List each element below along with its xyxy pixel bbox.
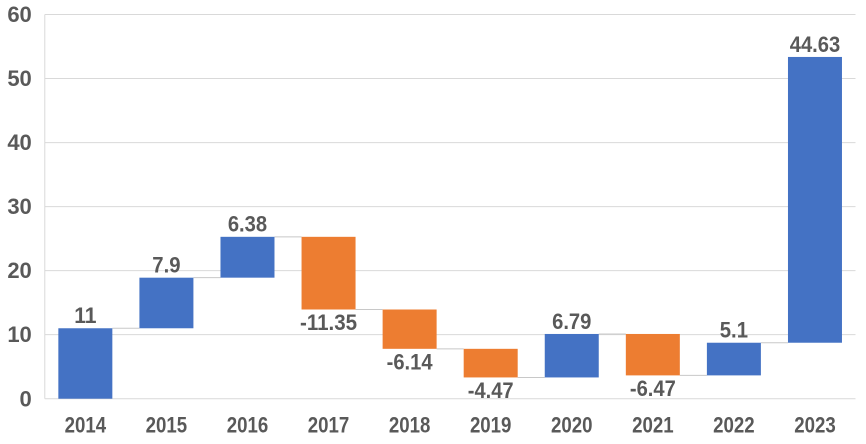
svg-text:44.63: 44.63 [790,32,841,57]
svg-text:2015: 2015 [146,412,188,437]
svg-text:-4.47: -4.47 [468,378,514,403]
svg-text:-6.14: -6.14 [387,350,434,375]
svg-text:2023: 2023 [794,412,836,437]
svg-text:5.1: 5.1 [720,318,748,343]
svg-text:6.38: 6.38 [228,212,267,237]
svg-text:2018: 2018 [389,412,431,437]
svg-text:2019: 2019 [470,412,512,437]
svg-text:60: 60 [7,2,31,27]
svg-text:10: 10 [7,322,31,347]
svg-text:2014: 2014 [65,412,107,437]
svg-text:11: 11 [74,303,96,328]
svg-text:2017: 2017 [308,412,350,437]
svg-text:2020: 2020 [551,412,593,437]
svg-text:2016: 2016 [227,412,269,437]
svg-text:40: 40 [7,130,31,155]
svg-text:20: 20 [7,258,31,283]
svg-text:0: 0 [20,386,32,411]
svg-text:50: 50 [7,66,31,91]
svg-text:-11.35: -11.35 [300,310,357,335]
svg-text:6.79: 6.79 [552,309,591,334]
svg-text:30: 30 [7,194,31,219]
svg-text:2021: 2021 [632,412,674,437]
svg-text:7.9: 7.9 [152,252,180,277]
svg-text:2022: 2022 [713,412,755,437]
svg-text:-6.47: -6.47 [630,376,676,401]
